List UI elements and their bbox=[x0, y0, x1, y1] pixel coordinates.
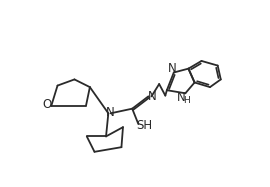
Text: SH: SH bbox=[136, 119, 153, 132]
Text: H: H bbox=[184, 96, 190, 105]
Text: N: N bbox=[168, 62, 177, 75]
Text: N: N bbox=[148, 90, 157, 103]
Text: N: N bbox=[177, 91, 186, 104]
Text: N: N bbox=[106, 106, 115, 119]
Text: O: O bbox=[42, 98, 51, 111]
